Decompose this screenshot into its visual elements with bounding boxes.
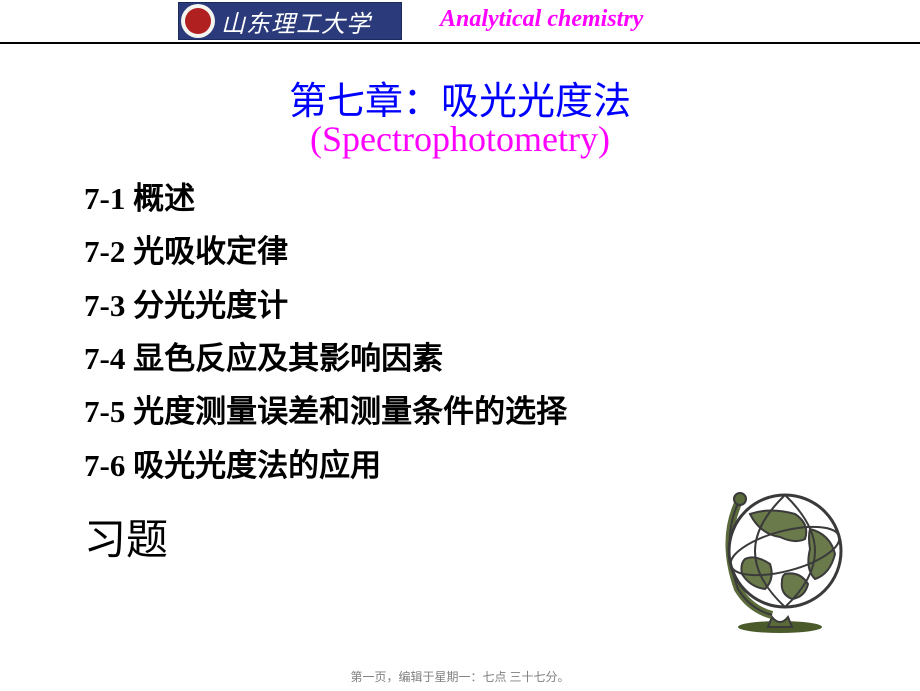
chapter-title-en: (Spectrophotometry) (0, 118, 920, 160)
section-item: 7-3 分光光度计 (84, 279, 567, 332)
logo-circle (181, 4, 215, 38)
section-item: 7-4 显色反应及其影响因素 (84, 332, 567, 385)
sections-list: 7-1 概述 7-2 光吸收定律 7-3 分光光度计 7-4 显色反应及其影响因… (84, 172, 567, 567)
logo-inner (185, 8, 211, 34)
chapter-title-cn: 第七章：吸光光度法 (0, 70, 920, 125)
exercises-label: 习题 (84, 506, 567, 567)
footer-text: 第一页，编辑于星期一：七点 三十七分。 (0, 668, 920, 685)
section-item: 7-6 吸光光度法的应用 (84, 439, 567, 492)
university-logo-block: 山东理工大学 (178, 2, 402, 40)
globe-icon (700, 479, 860, 633)
section-item: 7-1 概述 (84, 172, 567, 225)
course-title: Analytical chemistry (440, 6, 643, 33)
section-item: 7-5 光度测量误差和测量条件的选择 (84, 385, 567, 438)
header-underline (0, 42, 920, 44)
section-item: 7-2 光吸收定律 (84, 225, 567, 278)
header-bar: 山东理工大学 Analytical chemistry (0, 0, 920, 42)
university-name: 山东理工大学 (221, 4, 371, 39)
